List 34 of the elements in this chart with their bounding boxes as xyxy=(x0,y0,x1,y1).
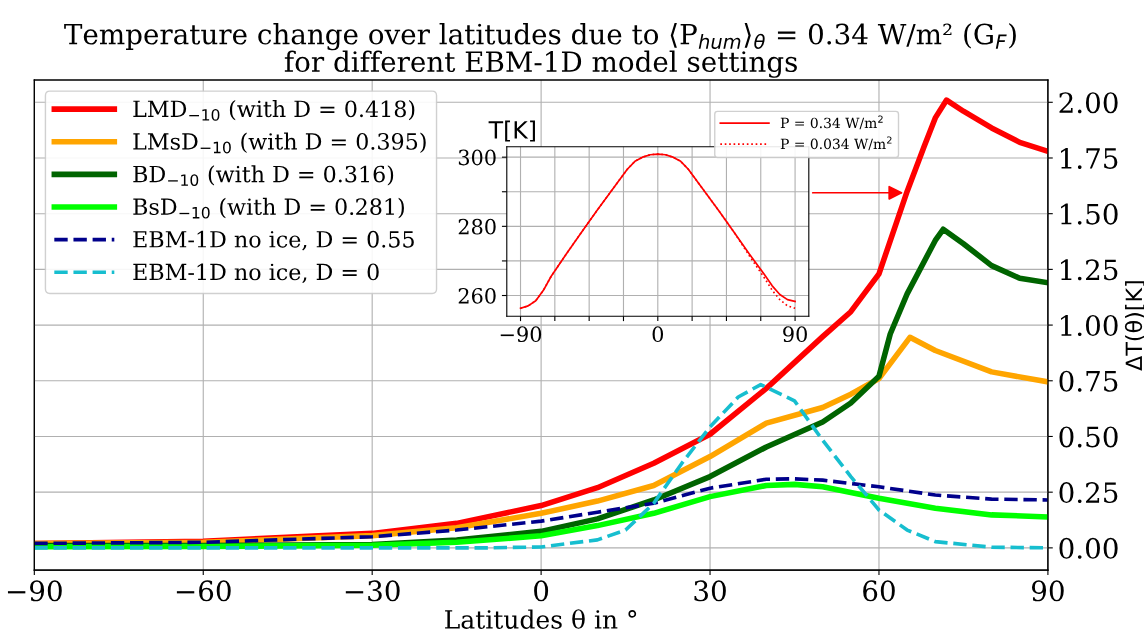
y2-tick-label: 1.50 xyxy=(1061,203,1118,225)
x-tick-label: 90 xyxy=(783,326,807,343)
x-tick-label: −90 xyxy=(500,326,542,343)
y2-axis-title: ΔT(θ)[K] xyxy=(1124,281,1144,371)
x-tick-label: −30 xyxy=(345,580,400,602)
y2-tick-label: 1.00 xyxy=(1061,315,1118,337)
x-tick-label: 90 xyxy=(1031,580,1064,602)
y2-tick-label: 1.25 xyxy=(1061,259,1118,281)
legend-label: LMsD$_{−10}$ (with D = 0.395) xyxy=(133,132,426,154)
x-tick-label: −60 xyxy=(176,580,231,602)
y2-tick-label: 1.75 xyxy=(1061,147,1118,169)
legend-label: P = 0.34 W/m$^{2}$ xyxy=(780,115,883,130)
y2-tick-label: 2.00 xyxy=(1059,92,1118,114)
y2-tick-label: 0.25 xyxy=(1059,482,1118,504)
y-axis-title: T[K] xyxy=(488,120,535,142)
x-tick-label: 0 xyxy=(534,580,549,602)
legend-label: BD$_{−10}$ (with D = 0.316) xyxy=(133,165,394,186)
legend-label: LMD$_{−10}$ (with D = 0.418) xyxy=(133,100,415,121)
y-tick-label: 260 xyxy=(458,287,496,304)
y-tick-label: 280 xyxy=(458,218,496,235)
x-tick-label: 0 xyxy=(652,326,664,343)
chart-title: Temperature change over latitudes due to ⟨P$_{hum}$⟩$_{θ}$ = 0.34 W/m² (G$_{F}$) for different EBM-1D model settings xyxy=(64,23,1016,78)
x-tick-label: 30 xyxy=(694,580,726,602)
y-tick-label: 300 xyxy=(458,149,496,166)
legend-label: EBM-1D no ice, D = 0.55 xyxy=(133,230,414,251)
y2-tick-label: 0.75 xyxy=(1059,370,1118,392)
x-axis-title: Latitudes θ in ° xyxy=(445,609,637,629)
x-tick-label: −90 xyxy=(7,580,62,602)
y2-tick-label: 0.00 xyxy=(1059,537,1118,559)
legend-label: EBM-1D no ice, D = 0 xyxy=(133,263,379,284)
legend-label: BsD$_{−10}$ (with D = 0.281) xyxy=(133,197,404,219)
y2-tick-label: 0.50 xyxy=(1059,426,1118,448)
legend-label: P = 0.034 W/m$^{2}$ xyxy=(780,136,892,151)
x-tick-label: 60 xyxy=(863,580,895,602)
